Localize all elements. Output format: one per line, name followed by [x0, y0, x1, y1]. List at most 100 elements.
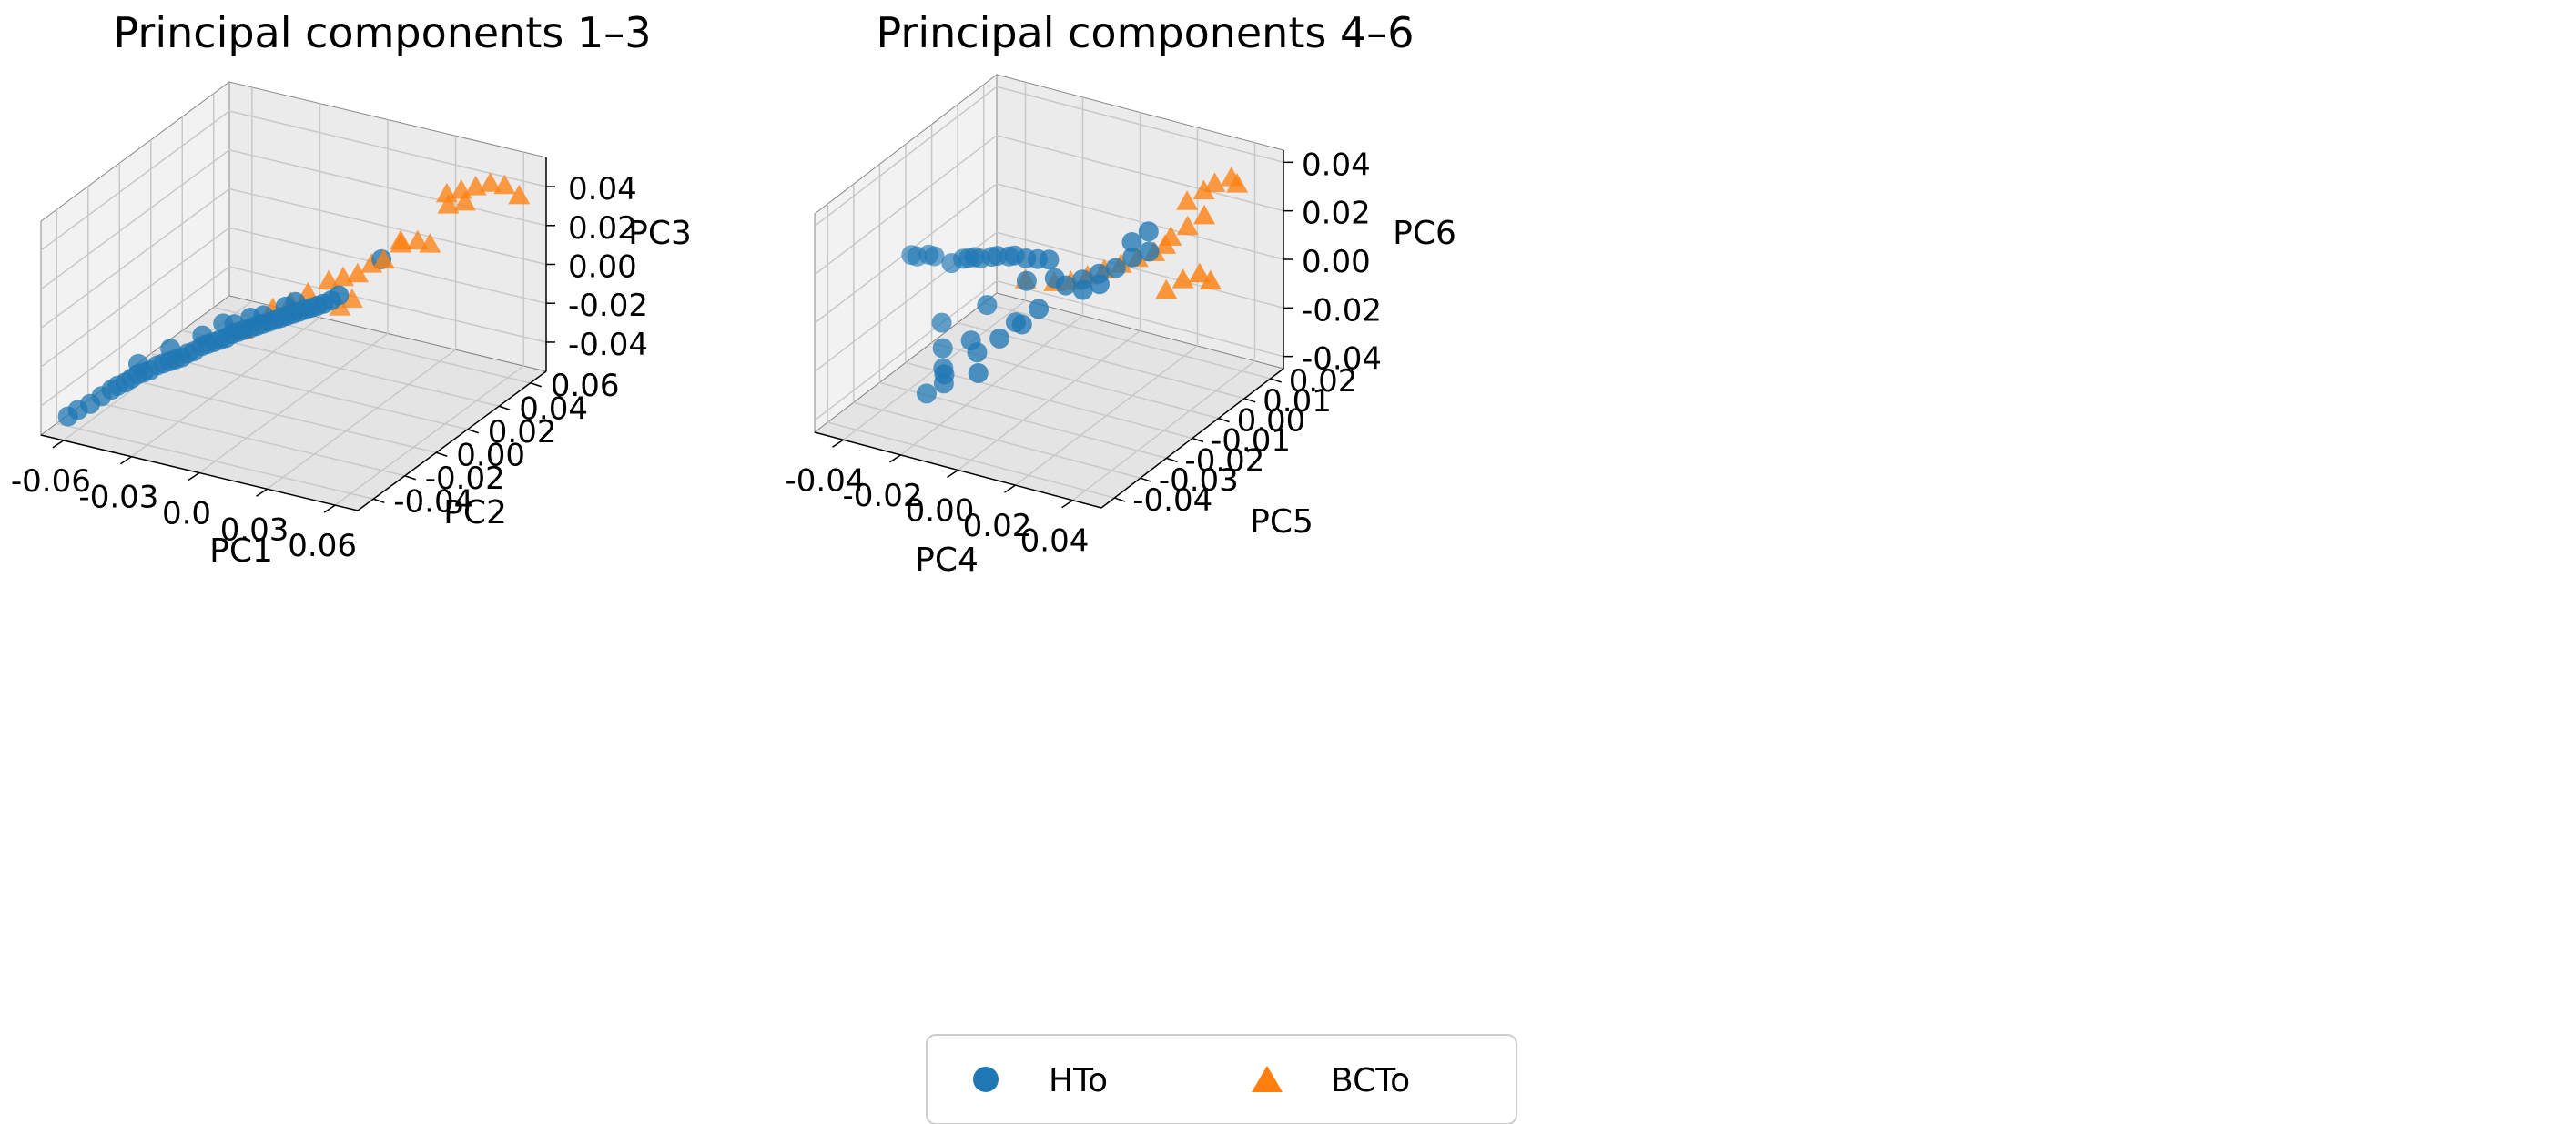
grid-line-z	[40, 187, 547, 329]
data-point-hto	[931, 312, 952, 333]
grid-line-x	[130, 317, 320, 458]
data-point-hto	[1139, 241, 1160, 262]
tick-label-z: 0.00	[568, 249, 637, 286]
axis-line-y	[357, 370, 547, 511]
tick-mark-y	[436, 451, 448, 457]
data-point-bcto	[1176, 190, 1199, 210]
data-point-bcto	[1199, 269, 1222, 290]
tick-mark-x	[1061, 500, 1073, 509]
tick-mark-y	[373, 498, 385, 503]
tick-label-y: -0.03	[1159, 462, 1239, 499]
data-point-hto	[313, 293, 334, 314]
tick-mark-y	[1114, 497, 1126, 502]
tick-label-z: 0.00	[1302, 244, 1371, 280]
tick-mark-y	[1270, 378, 1282, 383]
data-point-hto	[1072, 279, 1093, 300]
tick-label-y: 0.02	[1289, 363, 1358, 400]
grid-line-z	[814, 134, 1284, 276]
tick-label-y: -0.04	[393, 483, 473, 520]
data-point-bcto	[508, 184, 531, 205]
tick-label-z: 0.02	[1302, 196, 1371, 232]
grid-line-z	[814, 86, 1284, 227]
data-point-bcto	[453, 190, 476, 211]
grid-line-y	[150, 353, 468, 430]
grid-line-z	[40, 227, 547, 368]
data-point-bcto	[1176, 215, 1199, 236]
tick-label-y: -0.04	[1132, 482, 1212, 519]
data-point-hto	[1039, 249, 1060, 270]
tick-mark-y	[530, 382, 542, 388]
axis-label-x: PC4	[915, 542, 979, 579]
data-point-bcto	[1203, 172, 1226, 192]
tick-label-z: -0.04	[1302, 341, 1382, 378]
data-point-hto	[1016, 270, 1037, 291]
tick-label-x: 0.02	[963, 508, 1032, 544]
tick-label-y: 0.06	[551, 368, 620, 404]
data-point-hto	[932, 338, 953, 359]
data-point-hto	[80, 393, 100, 414]
tick-label-x: 0.03	[220, 511, 289, 548]
data-point-hto	[1044, 268, 1065, 289]
axis-label-y: PC5	[1250, 503, 1313, 541]
data-point-bcto	[1160, 226, 1182, 246]
grid-line-x	[267, 349, 457, 490]
legend-label-hto: HTo	[1049, 1062, 1108, 1099]
grid-line-y	[119, 376, 437, 453]
tick-label-y: 0.04	[519, 390, 588, 427]
legend-marker-hto	[973, 1067, 999, 1092]
data-point-hto	[1105, 258, 1126, 278]
axis-line-y	[1100, 368, 1284, 509]
axis-label-x: PC1	[209, 532, 273, 570]
grid-line-z	[814, 279, 1284, 421]
tick-label-z: 0.02	[568, 210, 637, 247]
axis-label-z: PC6	[1393, 215, 1456, 252]
tick-mark-x	[1004, 484, 1016, 493]
data-point-hto	[1029, 299, 1050, 319]
legend: HTo BCTo	[926, 1034, 1517, 1124]
data-point-hto	[1121, 232, 1142, 252]
tick-label-x: 0.04	[1020, 523, 1090, 560]
tick-mark-x	[832, 439, 844, 448]
data-point-hto	[1138, 221, 1159, 242]
axis-line-x	[40, 434, 359, 511]
tick-mark-y	[499, 405, 511, 410]
data-point-hto	[1090, 274, 1110, 295]
tick-mark-y	[404, 475, 416, 481]
panel-title: Principal components 4–6	[877, 8, 1415, 57]
tick-label-x: 0.0	[162, 496, 211, 532]
tick-label-z: -0.02	[568, 288, 648, 324]
grid-line-y	[56, 422, 374, 500]
tick-label-y: 0.00	[1237, 403, 1306, 440]
legend-marker-bcto	[1252, 1066, 1283, 1092]
axis-line-x	[814, 431, 1102, 509]
data-point-hto	[917, 383, 937, 404]
tick-label-z: -0.04	[568, 327, 648, 363]
grid-line-x	[198, 332, 389, 474]
tick-label-z: 0.04	[568, 171, 637, 208]
axis-label-y: PC2	[443, 494, 507, 532]
data-point-hto	[967, 342, 988, 363]
tick-mark-y	[1166, 457, 1178, 463]
grid-line-y	[853, 401, 1141, 479]
data-point-bcto	[346, 262, 369, 283]
tick-label-y: 0.01	[1263, 383, 1332, 420]
data-point-hto	[977, 295, 998, 316]
legend-frame	[926, 1034, 1517, 1124]
tick-label-y: 0.00	[456, 437, 525, 473]
tick-label-y: 0.02	[488, 414, 557, 451]
grid-line-z	[40, 110, 547, 251]
grid-line-y	[87, 400, 405, 477]
tick-label-x: 0.06	[288, 528, 357, 564]
tick-label-x: -0.03	[78, 480, 158, 516]
data-point-bcto	[406, 229, 429, 250]
tick-mark-x	[52, 440, 65, 449]
data-point-hto	[934, 364, 955, 385]
data-point-bcto	[1193, 204, 1215, 225]
data-point-hto	[1122, 247, 1143, 268]
grid-line-z	[40, 266, 547, 407]
data-point-bcto	[329, 296, 351, 316]
legend-label-bcto: BCTo	[1331, 1062, 1410, 1099]
data-point-hto	[968, 363, 989, 383]
data-point-bcto	[493, 174, 516, 195]
